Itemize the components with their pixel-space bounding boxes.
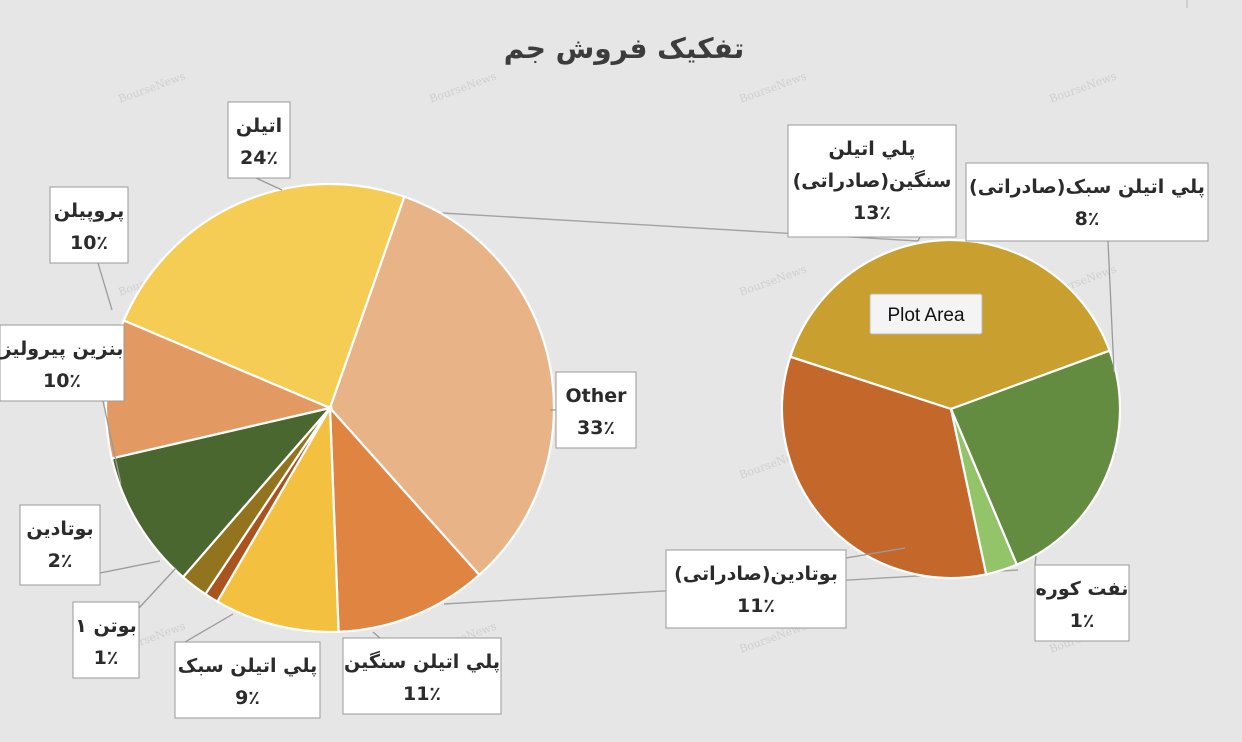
main-label-2: پلي اتيلن سنگين 11٪ xyxy=(342,637,502,715)
main-label-7-box xyxy=(49,186,129,264)
plot-area-tooltip: Plot Area xyxy=(869,293,983,335)
secondary-slice-1 xyxy=(949,349,1122,567)
tooltip-box xyxy=(869,293,983,335)
main-label-7-name: پروپيلن xyxy=(54,200,125,222)
main-label-4-name: بوتن ۱ xyxy=(75,615,137,637)
secondary-label-3-name: بوتادين(صادراتی) xyxy=(674,563,838,585)
main-label-3-name: پلي اتيلن سبک xyxy=(178,655,318,677)
main-label-5: بوتادين 2٪ xyxy=(19,504,101,586)
secondary-label-0-name-0: پلي اتيلن xyxy=(829,138,916,160)
main-label-6-box xyxy=(0,324,125,402)
main-label-0-leader xyxy=(255,177,283,191)
tooltip-text: Plot Area xyxy=(887,305,965,326)
secondary-pie xyxy=(780,238,1122,580)
secondary-label-0: پلي اتيلن سنگين(صادراتی) 13٪ xyxy=(787,124,957,238)
main-label-1-percent: 33٪ xyxy=(577,417,615,439)
secondary-slice-3 xyxy=(780,355,988,580)
secondary-label-1-percent: 8٪ xyxy=(1075,208,1100,230)
secondary-label-2-name: نفت کوره xyxy=(1036,578,1129,600)
secondary-label-1-leader xyxy=(1107,240,1115,373)
main-label-0-name: اتيلن xyxy=(236,115,282,137)
main-label-0: اتيلن 24٪ xyxy=(227,101,291,179)
secondary-label-1-name: پلي اتيلن سبک(صادراتی) xyxy=(969,176,1205,198)
secondary-label-1: پلي اتيلن سبک(صادراتی) 8٪ xyxy=(965,162,1209,242)
main-label-7: پروپيلن 10٪ xyxy=(49,186,129,264)
secondary-label-0-box xyxy=(787,124,957,238)
main-slice-1 xyxy=(328,195,556,577)
main-label-1: Other 33٪ xyxy=(555,371,637,449)
main-label-2-leader xyxy=(372,631,381,639)
secondary-label-2-leader xyxy=(1034,555,1037,566)
main-label-5-percent: 2٪ xyxy=(48,550,73,572)
main-label-6: بنزين پيروليز 10٪ xyxy=(0,324,125,402)
main-slice-3 xyxy=(215,404,340,634)
secondary-label-1-box xyxy=(965,162,1209,242)
main-slice-0 xyxy=(122,182,406,410)
main-label-6-percent: 10٪ xyxy=(43,370,81,392)
main-label-0-box xyxy=(227,101,291,179)
main-label-7-percent: 10٪ xyxy=(70,232,108,254)
main-label-4-leader xyxy=(138,567,177,609)
secondary-label-3-leader xyxy=(845,547,906,559)
secondary-label-0-leader xyxy=(917,236,921,242)
main-label-4-box xyxy=(72,601,140,679)
secondary-label-2: نفت کوره 1٪ xyxy=(1034,564,1130,642)
secondary-label-3-percent: 11٪ xyxy=(737,595,775,617)
main-label-1-box xyxy=(555,371,637,449)
main-label-4: بوتن ۱ 1٪ xyxy=(72,601,140,679)
main-label-7-leader xyxy=(97,262,113,311)
main-label-4-percent: 1٪ xyxy=(94,647,119,669)
main-label-2-percent: 11٪ xyxy=(403,683,441,705)
main-label-5-box xyxy=(19,504,101,586)
secondary-label-2-percent: 1٪ xyxy=(1070,610,1095,632)
secondary-label-3: بوتادين(صادراتی) 11٪ xyxy=(665,549,847,629)
main-label-3: پلي اتيلن سبک 9٪ xyxy=(174,641,321,719)
secondary-label-0-name-1: سنگين(صادراتی) xyxy=(793,169,952,192)
secondary-label-2-box xyxy=(1034,564,1130,642)
chart-title: تفکیک فروش جم xyxy=(504,32,744,65)
main-label-1-name: Other xyxy=(565,385,627,407)
main-label-2-name: پلي اتيلن سنگين xyxy=(344,650,500,673)
main-label-2-box xyxy=(342,637,502,715)
main-label-3-box xyxy=(174,641,321,719)
secondary-label-0-percent: 13٪ xyxy=(853,202,891,224)
main-slice-2 xyxy=(328,404,481,633)
main-label-6-name: بنزين پيروليز xyxy=(0,338,123,360)
main-label-6-leader xyxy=(102,400,122,485)
main-pie xyxy=(104,182,556,634)
main-slice-6 xyxy=(110,406,334,579)
main-label-5-leader xyxy=(99,560,161,574)
secondary-label-3-box xyxy=(665,549,847,629)
main-label-5-name: بوتادين xyxy=(26,518,93,540)
main-label-0-percent: 24٪ xyxy=(240,147,278,169)
main-label-3-percent: 9٪ xyxy=(235,687,260,709)
main-label-3-leader xyxy=(184,613,234,643)
leader-lines xyxy=(97,177,1115,643)
